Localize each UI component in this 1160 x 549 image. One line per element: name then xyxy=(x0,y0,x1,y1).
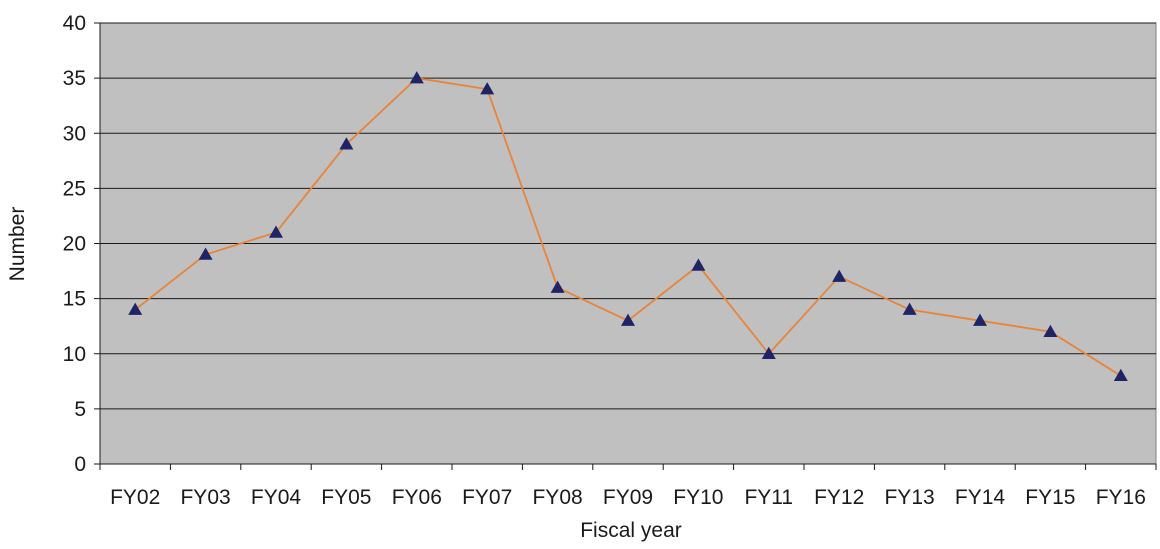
y-tick-label: 25 xyxy=(63,177,86,200)
data-point-marker xyxy=(128,302,143,315)
x-tick-label: FY10 xyxy=(673,486,723,509)
y-tick-label: 15 xyxy=(63,288,86,311)
y-tick-label: 5 xyxy=(74,398,86,421)
x-tick-label: FY08 xyxy=(532,486,582,509)
x-tick-label: FY03 xyxy=(180,486,230,509)
data-point-marker xyxy=(269,225,283,238)
data-point-marker xyxy=(761,346,776,359)
data-point-marker xyxy=(198,247,213,260)
x-tick-label: FY06 xyxy=(392,486,442,509)
x-tick-label: FY09 xyxy=(603,486,653,509)
gridlines xyxy=(100,22,1156,410)
data-point-marker xyxy=(832,269,847,282)
x-tick-label: FY13 xyxy=(884,486,934,509)
y-axis-title: Number xyxy=(6,207,29,282)
y-tick-label: 10 xyxy=(63,343,86,366)
data-point-marker xyxy=(902,302,917,315)
data-point-marker xyxy=(1113,368,1128,382)
y-tick-label: 0 xyxy=(74,453,86,476)
data-point-marker xyxy=(550,280,565,293)
x-tick-label: FY15 xyxy=(1025,486,1075,509)
x-tick-label: FY12 xyxy=(814,486,864,509)
data-point-marker xyxy=(339,137,354,150)
series xyxy=(128,71,1128,382)
x-tick-label: FY16 xyxy=(1096,486,1146,509)
y-tick-label: 35 xyxy=(63,67,86,90)
x-axis-title: Fiscal year xyxy=(580,519,682,542)
y-tick-label: 40 xyxy=(63,12,86,35)
y-tick-label: 30 xyxy=(63,122,86,145)
x-tick-label: FY05 xyxy=(321,486,371,509)
x-tick-label: FY11 xyxy=(744,486,793,509)
data-point-marker xyxy=(1043,324,1058,337)
y-tick-label: 20 xyxy=(63,233,86,256)
data-point-marker xyxy=(691,258,706,271)
x-tick-label: FY14 xyxy=(955,486,1006,509)
axes: 0 5 10 15 20 25 30 35 40 FY02 FY03 FY04 FY05 FY06 FY07… xyxy=(63,12,1157,509)
data-point-marker xyxy=(409,71,424,84)
x-tick-label: FY04 xyxy=(251,486,302,509)
x-tick-label: FY07 xyxy=(462,486,512,509)
x-tick-label: FY02 xyxy=(110,486,160,509)
data-point-marker xyxy=(621,313,635,326)
data-point-marker xyxy=(480,82,495,95)
data-point-marker xyxy=(973,313,987,326)
